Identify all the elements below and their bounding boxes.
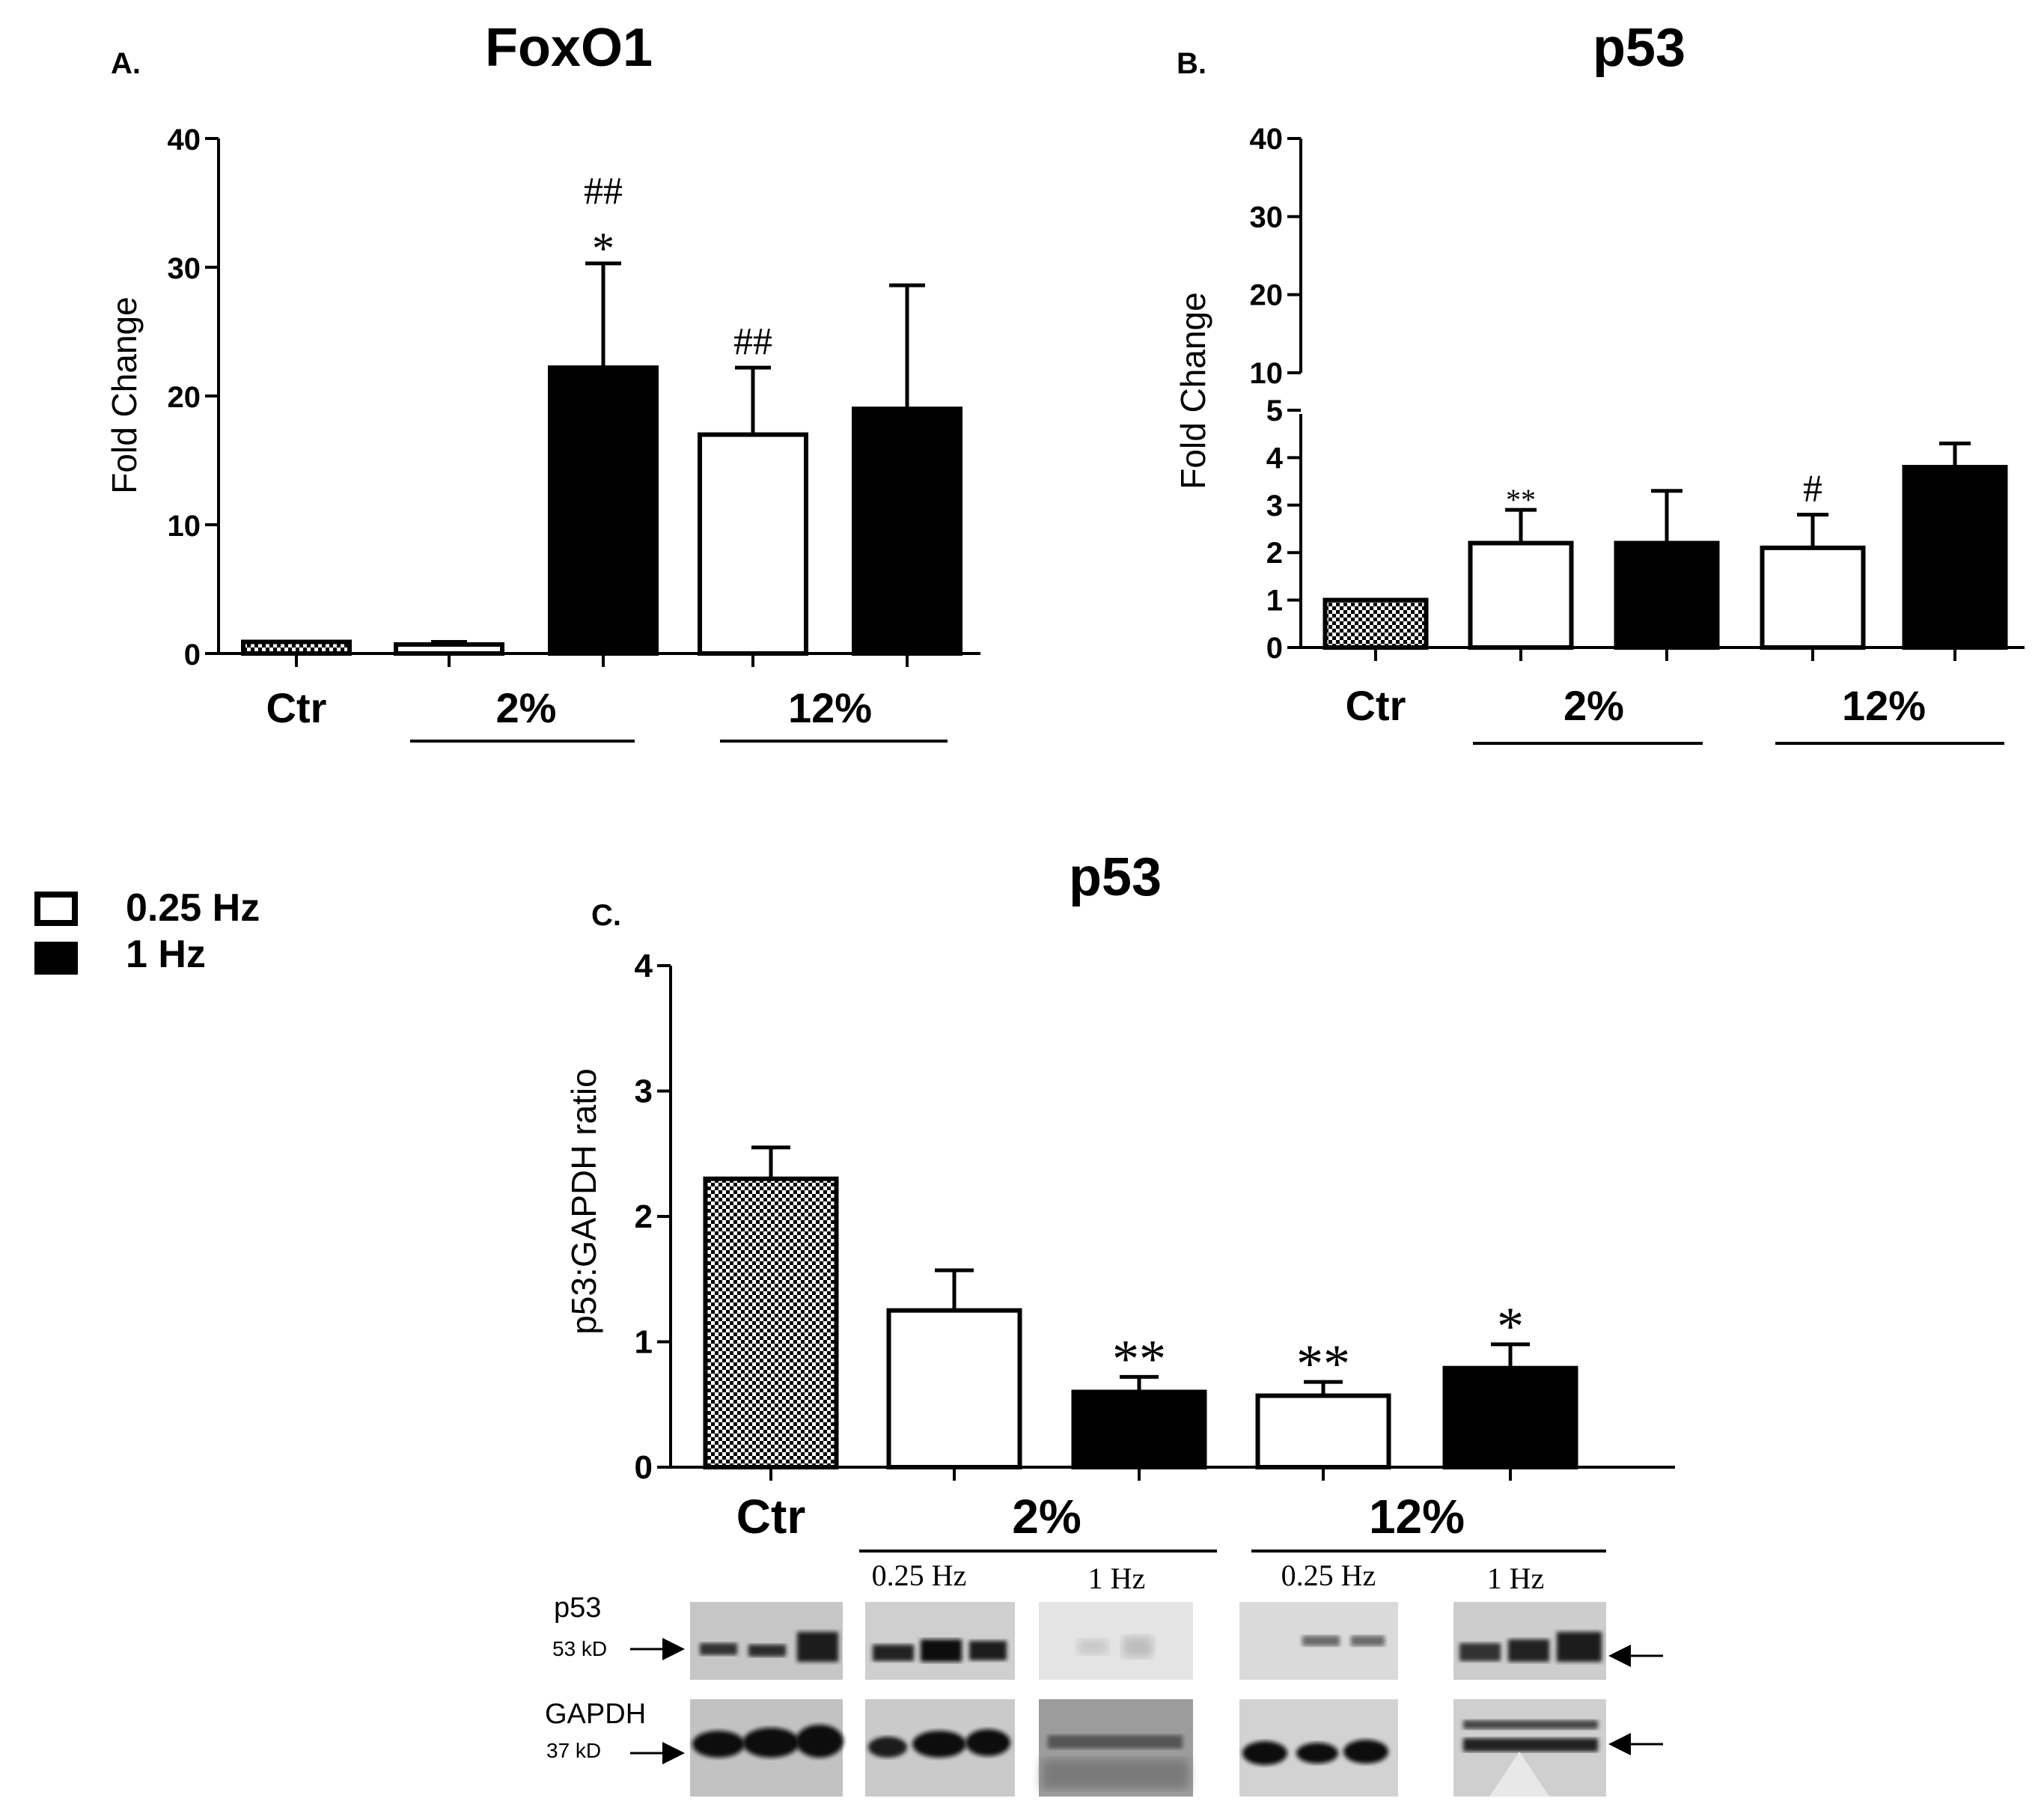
panel-b-chart: 0 1 2 3 4 5 10 20 30 40 ** # Ctr 2% 12% bbox=[1250, 123, 2025, 745]
group-label: Ctr bbox=[736, 1490, 805, 1544]
panel-c-ylabel: p53:GAPDH ratio bbox=[564, 1068, 603, 1334]
blot-gapdh-ctr bbox=[690, 1699, 843, 1797]
blot-p53-12pct-1hz bbox=[1453, 1602, 1606, 1680]
panel-c-letter: C. bbox=[591, 899, 621, 932]
bar bbox=[1468, 540, 1574, 650]
panel-b-ylabel: Fold Change bbox=[1174, 292, 1212, 489]
blot-row2-protein: GAPDH bbox=[545, 1698, 646, 1730]
significance-label: * bbox=[1497, 1297, 1524, 1356]
bar bbox=[394, 642, 504, 656]
group-label: 12% bbox=[788, 684, 872, 731]
y-tick-label: 40 bbox=[1250, 123, 1284, 156]
bar bbox=[703, 1176, 839, 1469]
y-tick-label: 40 bbox=[168, 124, 201, 156]
y-tick-label: 20 bbox=[168, 381, 201, 414]
blot-sublabel-4: 1 Hz bbox=[1487, 1561, 1545, 1595]
bar bbox=[1323, 597, 1429, 650]
group-label: 12% bbox=[1842, 682, 1926, 729]
bar bbox=[548, 365, 659, 656]
bar bbox=[241, 639, 352, 656]
y-tick-label: 30 bbox=[168, 252, 201, 285]
y-tick-label: 2 bbox=[1266, 537, 1283, 570]
group-label: 2% bbox=[1012, 1490, 1082, 1544]
blot-row2-size: 37 kD bbox=[546, 1739, 601, 1762]
significance-label: ** bbox=[1296, 1334, 1350, 1394]
significance-label: ## bbox=[733, 320, 772, 363]
y-tick-label: 0 bbox=[635, 1449, 653, 1486]
blot-gapdh-2pct-1hz bbox=[1039, 1699, 1193, 1797]
bar bbox=[1255, 1393, 1391, 1470]
panel-a-ylabel: Fold Change bbox=[105, 296, 144, 493]
y-tick-label: 30 bbox=[1250, 201, 1284, 234]
blot-sublabel-3: 0.25 Hz bbox=[1281, 1559, 1376, 1592]
blot-p53-2pct-1hz bbox=[1039, 1602, 1193, 1680]
legend-label-open: 0.25 Hz bbox=[126, 886, 260, 930]
y-tick-label: 1 bbox=[635, 1324, 653, 1361]
panel-a-title: FoxO1 bbox=[485, 18, 653, 78]
blot-p53-2pct-025hz bbox=[865, 1602, 1015, 1680]
significance-label: * bbox=[592, 224, 614, 273]
blot-gapdh-12pct-025hz bbox=[1239, 1699, 1398, 1797]
legend: 0.25 Hz 1 Hz bbox=[34, 886, 260, 976]
y-tick-label: 5 bbox=[1266, 394, 1283, 427]
blot-row1-size: 53 kD bbox=[552, 1637, 607, 1660]
panel-b-letter: B. bbox=[1177, 47, 1206, 80]
y-tick-label: 1 bbox=[1266, 585, 1283, 618]
y-tick-label: 2 bbox=[635, 1198, 653, 1235]
y-tick-label: 0 bbox=[184, 639, 201, 671]
group-label: Ctr bbox=[266, 684, 327, 731]
blot-gapdh-2pct-025hz bbox=[865, 1699, 1015, 1797]
panel-c-title: p53 bbox=[1069, 847, 1162, 907]
y-tick-label: 3 bbox=[1266, 490, 1283, 522]
y-tick-label: 10 bbox=[1250, 357, 1284, 390]
legend-swatch-open bbox=[34, 892, 78, 926]
group-label: 12% bbox=[1369, 1490, 1465, 1544]
legend-label-filled: 1 Hz bbox=[126, 933, 206, 976]
bar bbox=[1071, 1389, 1207, 1469]
blot-sublabel-2: 1 Hz bbox=[1088, 1561, 1146, 1595]
group-label: 2% bbox=[496, 684, 557, 731]
panel-a-letter: A. bbox=[111, 47, 141, 80]
panel-a-chart: 0 10 20 30 40 * ## ## Ctr 2% 12% bbox=[168, 124, 980, 743]
blot-p53-ctr bbox=[690, 1602, 843, 1680]
group-label: Ctr bbox=[1346, 682, 1406, 729]
y-tick-label: 4 bbox=[635, 948, 653, 984]
legend-swatch-filled bbox=[34, 942, 78, 975]
y-tick-label: 3 bbox=[635, 1073, 653, 1110]
bar bbox=[1442, 1365, 1578, 1470]
blot-gapdh-12pct-1hz bbox=[1453, 1699, 1606, 1797]
significance-label: # bbox=[1803, 467, 1822, 510]
y-tick-label: 0 bbox=[1266, 632, 1283, 665]
bar bbox=[1760, 545, 1866, 650]
blot-row1-protein: p53 bbox=[554, 1592, 601, 1624]
bar bbox=[1614, 540, 1720, 650]
y-tick-label: 10 bbox=[168, 510, 201, 543]
bar bbox=[852, 406, 962, 656]
bar bbox=[1902, 465, 2008, 650]
y-tick-label: 20 bbox=[1250, 279, 1284, 312]
significance-label: ** bbox=[1506, 483, 1536, 517]
panel-b-title: p53 bbox=[1593, 18, 1685, 78]
significance-label: ## bbox=[584, 170, 623, 213]
western-blot: 0.25 Hz 1 Hz 0.25 Hz 1 Hz p53 53 kD GAPD… bbox=[545, 1559, 1663, 1797]
group-label: 2% bbox=[1563, 682, 1624, 729]
bar bbox=[698, 432, 808, 656]
bar bbox=[886, 1308, 1022, 1469]
y-tick-label: 4 bbox=[1266, 442, 1284, 475]
blot-p53-12pct-025hz bbox=[1239, 1602, 1398, 1680]
blot-sublabel-1: 0.25 Hz bbox=[872, 1559, 967, 1592]
significance-label: ** bbox=[1112, 1329, 1166, 1389]
